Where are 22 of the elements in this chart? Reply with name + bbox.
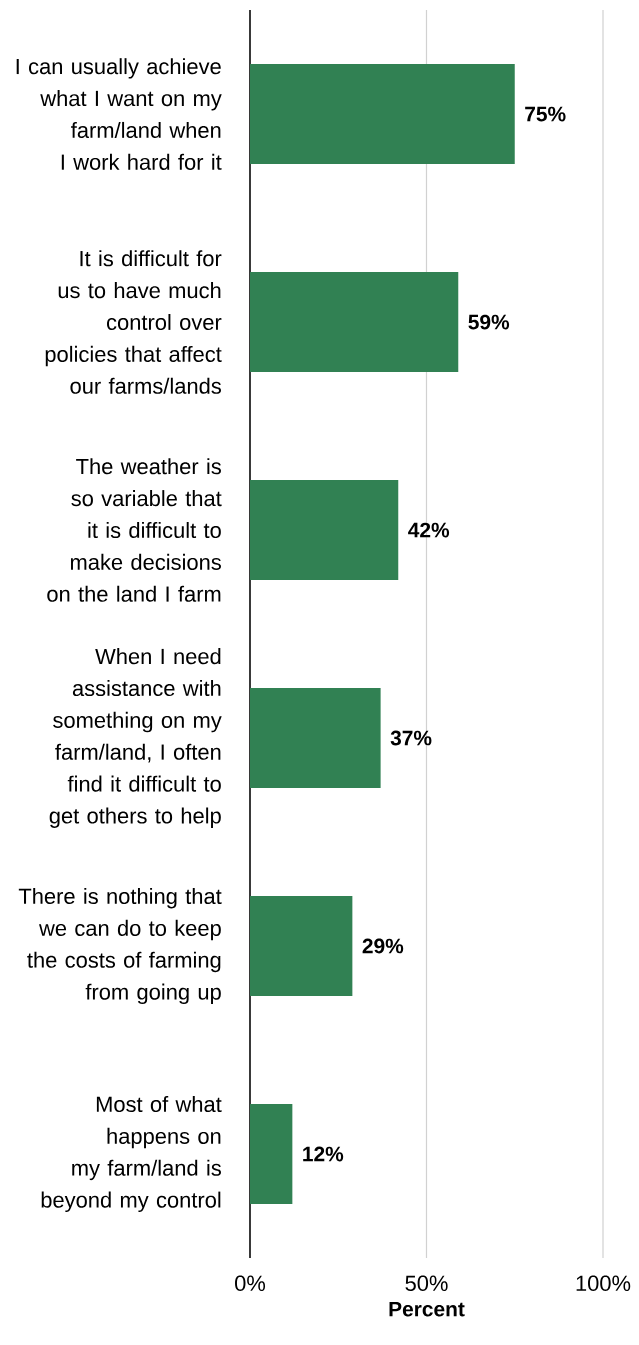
x-tick-label: 0% <box>235 1275 266 1292</box>
bar <box>250 1104 293 1205</box>
bar <box>250 480 399 581</box>
bar <box>250 64 515 165</box>
data-label: 29% <box>362 938 404 954</box>
data-label: 42% <box>408 522 450 538</box>
y-tick-label: There is nothing that we can do to keep the costs of farming from going up <box>18 887 222 1005</box>
y-tick-label: It is difficult for us to have much control over policies that affect our farms/lands <box>45 250 222 394</box>
bar <box>250 688 381 789</box>
y-tick-label: I can usually achieve what I want on my farm/land when I work hard for it <box>16 58 222 170</box>
bar <box>250 896 353 997</box>
y-tick-label: The weather is so variable that it is difficult to make decisions on the land I farm <box>47 458 222 602</box>
data-label: 59% <box>468 314 510 330</box>
x-tick-label: 100% <box>576 1275 631 1292</box>
data-label: 12% <box>303 1146 344 1162</box>
data-label: 37% <box>390 730 432 746</box>
x-tick-label: 50% <box>405 1275 448 1292</box>
data-label: 75% <box>525 106 566 122</box>
y-tick-label: Most of what happens on my farm/land is beyond my control <box>41 1095 222 1213</box>
bar <box>250 272 459 373</box>
y-tick-label: When I need assistance with something on my farm/land, I often find it difficult to get others to help <box>49 648 222 828</box>
x-axis-title: Percent <box>389 1301 465 1317</box>
